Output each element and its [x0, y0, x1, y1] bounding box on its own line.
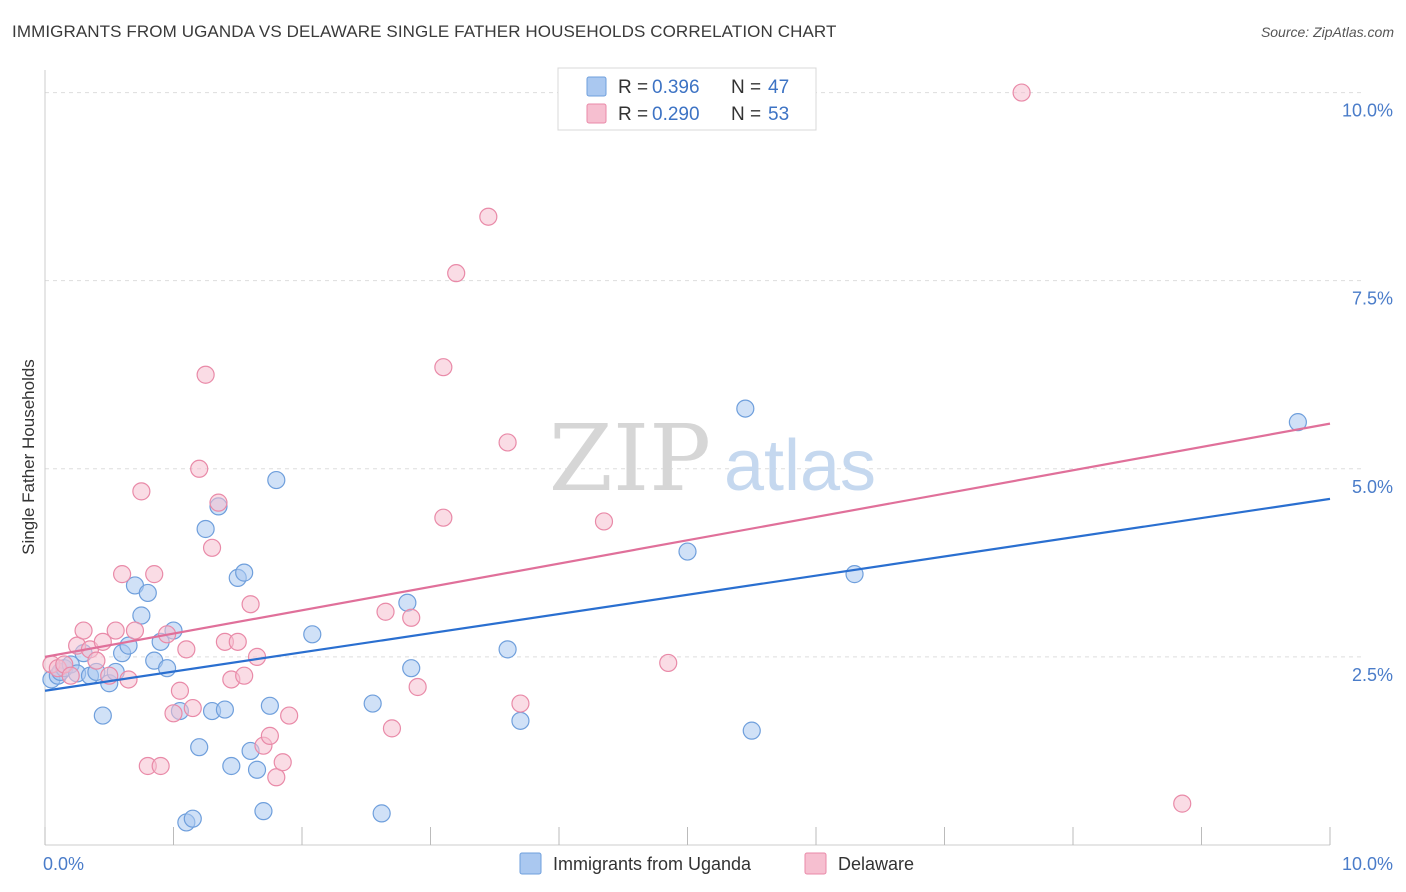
delaware-point: [190, 459, 209, 478]
delaware-point: [402, 608, 421, 627]
delaware-point: [106, 621, 125, 640]
uganda-point: [93, 706, 112, 725]
y-tick-label: 7.5%: [1352, 289, 1393, 309]
uganda-point: [222, 756, 241, 776]
bottom-legend-label-blue: Immigrants from Uganda: [553, 854, 752, 874]
source-credit: Source: ZipAtlas.com: [1260, 24, 1394, 40]
axes: [44, 70, 1331, 846]
delaware-point: [447, 264, 466, 283]
legend-swatch-pink: [586, 103, 607, 124]
series-legend: Immigrants from Uganda Delaware: [519, 852, 914, 875]
uganda-point: [196, 519, 215, 539]
uganda-point: [132, 606, 151, 625]
uganda-point: [363, 694, 382, 713]
y-axis-title: Single Father Households: [19, 359, 38, 555]
watermark-zip: ZIP: [549, 405, 711, 512]
delaware-point: [594, 512, 614, 531]
delaware-point: [183, 698, 202, 718]
delaware-point: [145, 565, 164, 584]
trend-lines: [44, 422, 1331, 692]
uganda-point: [1288, 413, 1307, 432]
delaware-point: [434, 508, 453, 527]
delaware-point: [228, 632, 247, 651]
uganda-point: [736, 399, 755, 418]
uganda-point: [498, 640, 517, 659]
legend-n-label-1: N =: [731, 77, 761, 98]
delaware-point: [170, 681, 190, 700]
legend-n-label-2: N =: [731, 104, 761, 125]
delaware-point: [132, 482, 151, 501]
uganda-trend-line: [44, 497, 1331, 692]
legend-r-label-2: R =: [618, 104, 648, 125]
correlation-legend: R = 0.396 N = 47 R = 0.290 N = 53: [557, 67, 817, 131]
delaware-point: [408, 677, 427, 697]
delaware-point: [235, 666, 254, 685]
uganda-point: [267, 470, 286, 490]
delaware-point: [74, 621, 93, 640]
bottom-legend-label-pink: Delaware: [838, 854, 914, 874]
delaware-point: [260, 726, 279, 745]
delaware-point: [511, 694, 530, 713]
x-tick-label: 10.0%: [1342, 854, 1393, 874]
y-tick-label: 10.0%: [1342, 101, 1393, 121]
legend-n-value-2: 53: [768, 104, 789, 125]
x-tick-label: 0.0%: [43, 854, 84, 874]
uganda-point: [402, 659, 421, 678]
delaware-point: [151, 756, 170, 776]
delaware-point: [382, 719, 402, 738]
uganda-point: [742, 721, 761, 740]
uganda-point: [247, 760, 267, 779]
delaware-point: [202, 538, 222, 557]
data-points: [42, 83, 1307, 832]
delaware-point: [498, 433, 517, 452]
watermark-atlas: atlas: [724, 426, 876, 506]
delaware-point: [1173, 794, 1192, 813]
uganda-point: [235, 563, 254, 582]
y-tick-label: 2.5%: [1352, 665, 1393, 685]
delaware-point: [87, 651, 106, 670]
uganda-point: [398, 593, 417, 612]
y-tick-label: 5.0%: [1352, 477, 1393, 497]
delaware-point: [247, 647, 267, 666]
watermark: ZIP atlas: [549, 405, 876, 512]
bottom-legend-swatch-pink: [804, 852, 827, 875]
uganda-point: [511, 711, 530, 730]
delaware-point: [112, 565, 132, 584]
delaware-point: [434, 358, 453, 377]
delaware-trend-line: [44, 422, 1331, 658]
delaware-point: [659, 653, 678, 673]
uganda-point: [190, 738, 209, 757]
chart-title: IMMIGRANTS FROM UGANDA VS DELAWARE SINGL…: [12, 22, 837, 41]
delaware-point: [376, 602, 395, 621]
delaware-point: [267, 768, 286, 787]
delaware-point: [61, 666, 80, 685]
uganda-point: [372, 804, 391, 823]
delaware-point: [177, 640, 196, 659]
bottom-legend-swatch-blue: [519, 852, 542, 875]
legend-n-value-1: 47: [768, 77, 789, 98]
delaware-point: [479, 207, 498, 226]
delaware-point: [164, 704, 183, 723]
x-tick-labels: 0.0% 10.0%: [43, 854, 1393, 874]
delaware-point: [241, 595, 260, 614]
legend-r-value-2: 0.290: [652, 104, 700, 125]
delaware-point: [209, 493, 228, 512]
delaware-point: [1012, 83, 1031, 102]
uganda-point: [215, 700, 234, 719]
legend-r-value-1: 0.396: [652, 77, 700, 98]
delaware-point: [125, 621, 145, 640]
uganda-point: [138, 583, 157, 603]
uganda-point: [678, 542, 697, 561]
uganda-point: [254, 802, 273, 821]
legend-swatch-blue: [586, 76, 607, 97]
legend-r-label-1: R =: [618, 77, 648, 98]
delaware-point: [280, 706, 299, 725]
delaware-point: [273, 753, 292, 772]
uganda-point: [183, 809, 202, 828]
y-tick-labels: 2.5% 5.0% 7.5% 10.0%: [1342, 101, 1393, 685]
uganda-point: [260, 696, 279, 715]
uganda-point: [303, 625, 322, 644]
delaware-point: [196, 365, 215, 384]
